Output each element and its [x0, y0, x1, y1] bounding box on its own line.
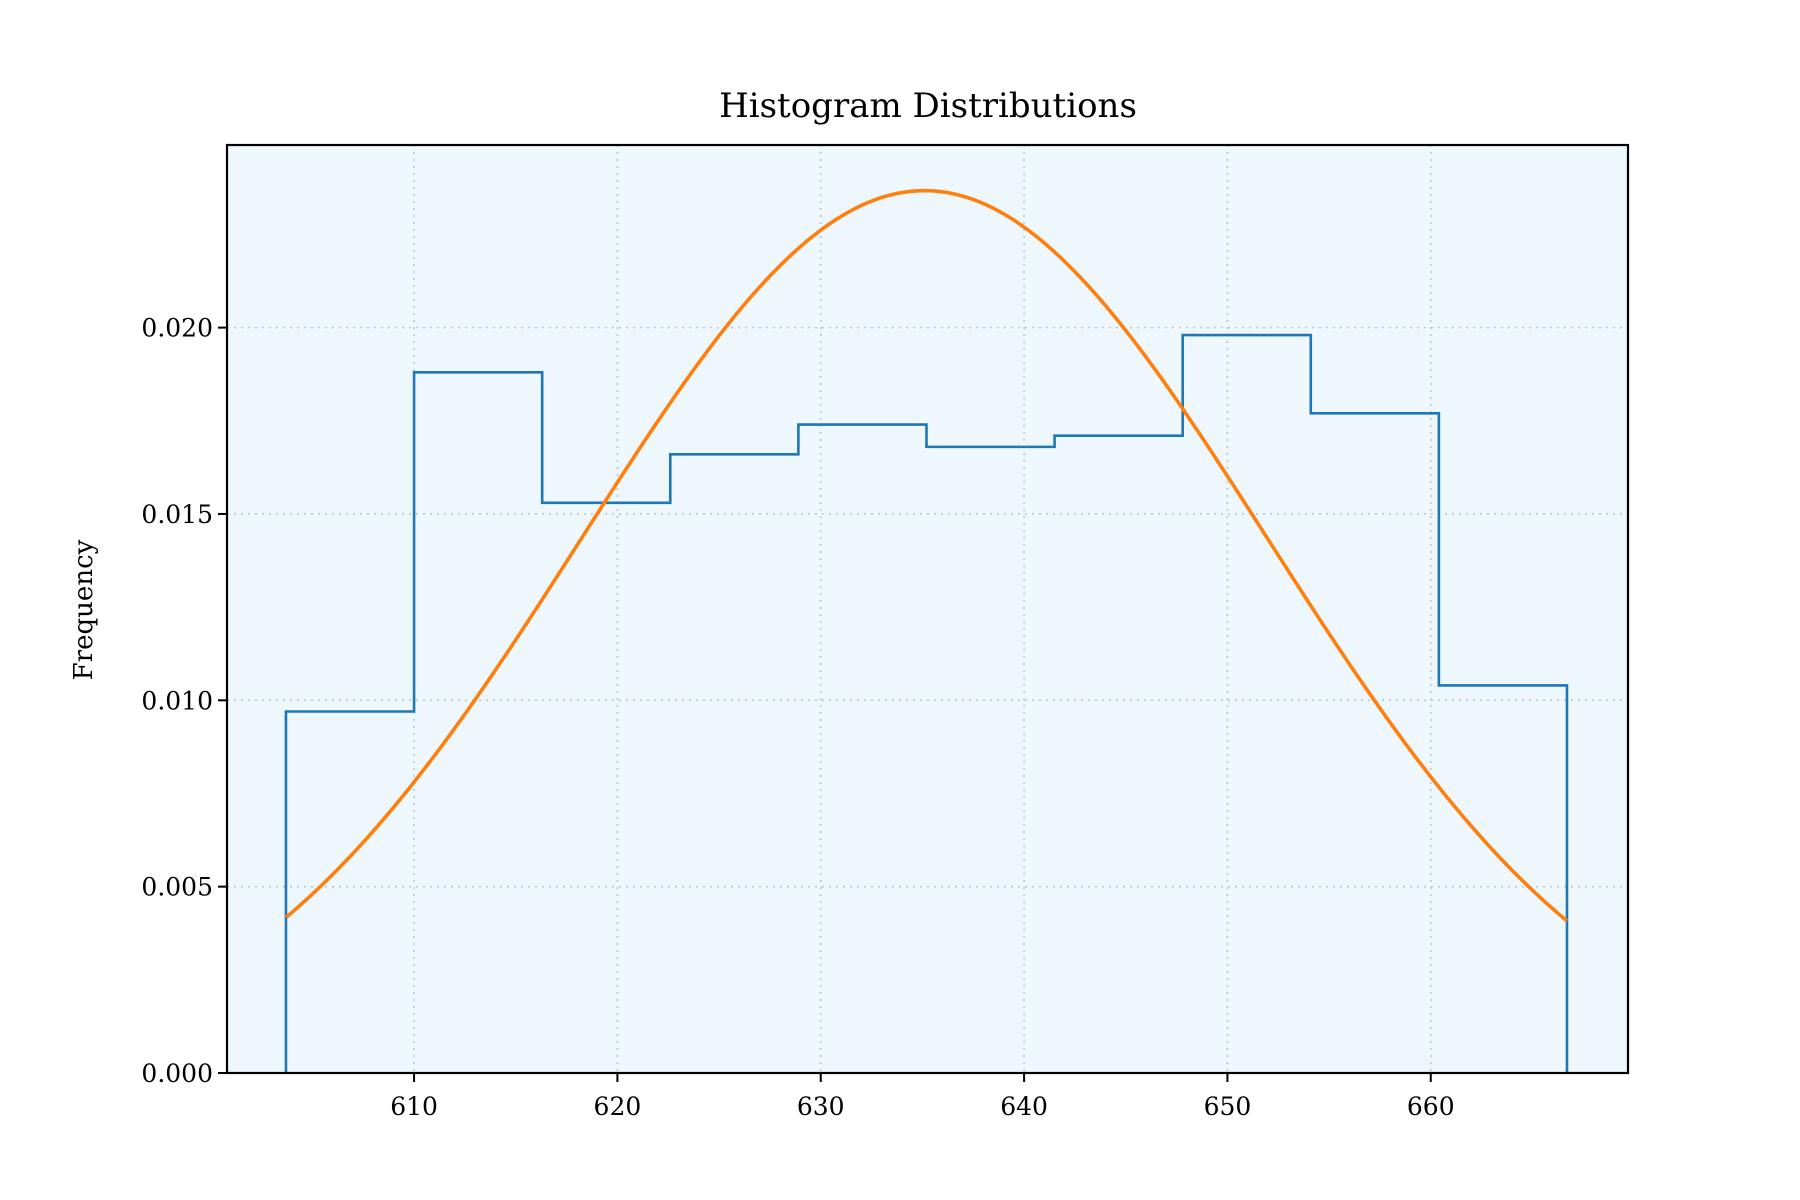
y-axis-label: Frequency: [69, 539, 99, 680]
y-tick-label: 0.010: [141, 686, 213, 715]
y-tick-label: 0.015: [141, 500, 213, 529]
y-tick-label: 0.020: [141, 314, 213, 343]
x-tick-label: 650: [1204, 1092, 1252, 1121]
chart-title: Histogram Distributions: [719, 86, 1137, 126]
y-tick-label: 0.000: [141, 1059, 213, 1088]
plot-area-background: [227, 145, 1628, 1073]
x-tick-label: 610: [390, 1092, 438, 1121]
x-tick-label: 630: [797, 1092, 845, 1121]
histogram-step-outline: [284, 333, 1569, 1073]
axis-ticks: 610 620 630 640 650 660 0.000 0.005 0.010 0.015 0.…: [141, 314, 1454, 1121]
plot-frame: [225, 143, 1630, 1075]
x-tick-label: 640: [1000, 1092, 1048, 1121]
grid: [227, 145, 1628, 1073]
fit-curve-line: [284, 188, 1569, 923]
x-tick-label: 660: [1407, 1092, 1455, 1121]
x-tick-label: 620: [594, 1092, 642, 1121]
y-tick-label: 0.005: [141, 873, 213, 902]
